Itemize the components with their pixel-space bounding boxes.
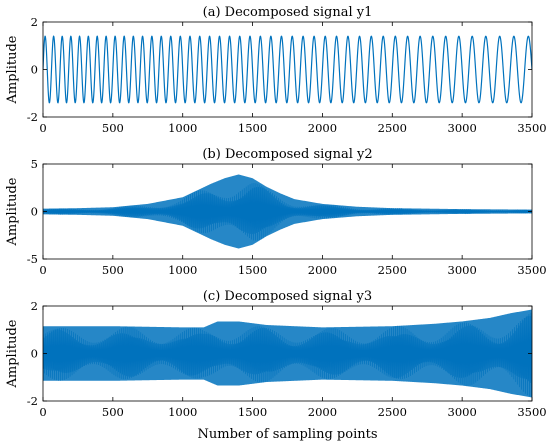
- signal-line: [43, 35, 532, 104]
- x-tick-label: 500: [102, 121, 124, 135]
- x-tick-label: 2500: [378, 405, 407, 419]
- y-axis-label: Amplitude: [5, 35, 20, 104]
- y-tick-label: 0: [31, 63, 38, 77]
- x-tick-label: 3500: [517, 263, 546, 277]
- x-tick-label: 1000: [168, 263, 197, 277]
- y-tick-label: 0: [31, 347, 38, 361]
- y-tick-label: -5: [27, 252, 38, 266]
- y-axis-label: Amplitude: [5, 177, 20, 246]
- x-tick-label: 2500: [378, 121, 407, 135]
- y-tick-label: -2: [27, 394, 38, 408]
- y-tick-label: 2: [31, 299, 38, 313]
- signal-line: [43, 182, 532, 241]
- x-tick-label: 2000: [308, 263, 337, 277]
- x-tick-label: 1000: [168, 405, 197, 419]
- signal-line: [43, 312, 532, 398]
- signal-series: [43, 35, 532, 104]
- x-tick-label: 0: [39, 121, 46, 135]
- signal-series: [43, 174, 532, 249]
- signal-series: [43, 309, 532, 398]
- x-tick-label: 500: [102, 263, 124, 277]
- x-tick-label: 3000: [448, 263, 477, 277]
- x-tick-label: 1500: [238, 263, 267, 277]
- x-tick-label: 2000: [308, 121, 337, 135]
- x-tick-label: 1500: [238, 405, 267, 419]
- y-tick-label: -2: [27, 110, 38, 124]
- x-tick-label: 2000: [308, 405, 337, 419]
- panel-3: 0 500 1000 1500 2000 2500 3000 3500-202(c) Deco…: [5, 289, 547, 442]
- x-tick-label: 500: [102, 405, 124, 419]
- x-tick-label: 3000: [448, 405, 477, 419]
- panel-2: 0 500 1000 1500 2000 2500 3000 3500-505(b) Deco…: [5, 147, 547, 277]
- x-tick-label: 1000: [168, 121, 197, 135]
- x-axis-label: Number of sampling points: [198, 427, 378, 442]
- y-tick-label: 2: [31, 15, 38, 29]
- y-axis-label: Amplitude: [5, 319, 20, 388]
- x-tick-label: 1500: [238, 121, 267, 135]
- panel-title: (a) Decomposed signal y1: [203, 5, 373, 20]
- panel-title: (b) Decomposed signal y2: [202, 147, 372, 162]
- x-tick-label: 2500: [378, 263, 407, 277]
- panel-1: 0 500 1000 1500 2000 2500 3000 3500-202(a) Deco…: [5, 5, 547, 135]
- x-tick-label: 3500: [517, 405, 546, 419]
- y-tick-label: 5: [31, 157, 38, 171]
- x-tick-label: 0: [39, 405, 46, 419]
- y-tick-label: 0: [31, 205, 38, 219]
- x-tick-label: 3500: [517, 121, 546, 135]
- panel-title: (c) Decomposed signal y3: [203, 289, 372, 304]
- x-tick-label: 0: [39, 263, 46, 277]
- x-tick-label: 3000: [448, 121, 477, 135]
